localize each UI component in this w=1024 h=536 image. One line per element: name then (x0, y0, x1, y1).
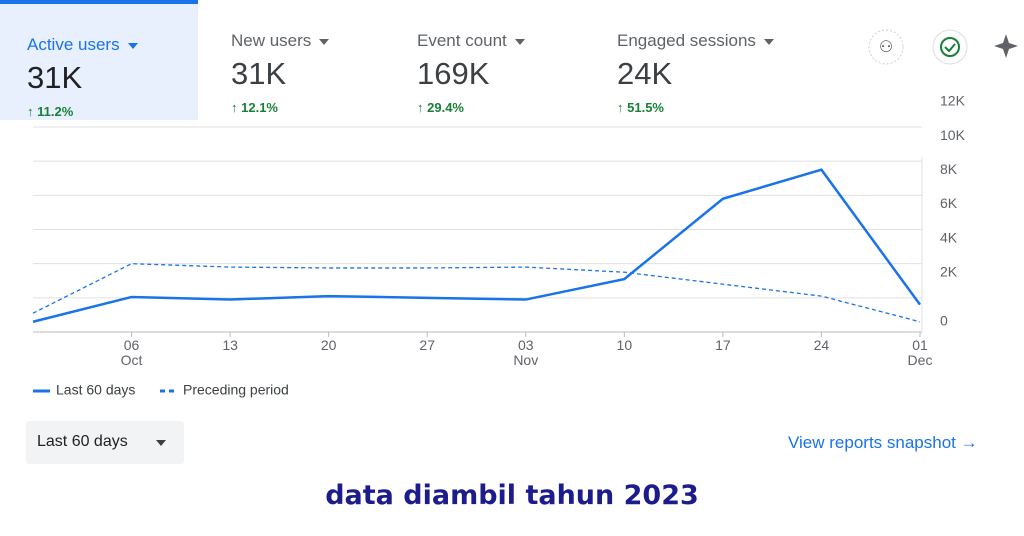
series-line (32, 168, 922, 323)
toolbar-icons: ⚇ (868, 29, 1018, 65)
check-icon[interactable] (932, 29, 968, 65)
legend-label: Preceding period (183, 382, 289, 398)
metric-label-text: Engaged sessions (617, 31, 756, 50)
metric-change: ↑ 29.4% (417, 100, 464, 115)
metric-tab[interactable]: Engaged sessions 24K ↑ 51.5% (617, 0, 817, 120)
x-tick-label: 01 Dec (908, 337, 933, 368)
x-tick-label: 10 (617, 337, 633, 353)
x-tick-label: 13 (222, 337, 238, 353)
x-tick-label: 27 (419, 337, 435, 353)
metric-value: 24K (617, 56, 673, 91)
y-tick-label: 0 (940, 313, 948, 329)
x-tick-label: 24 (814, 337, 830, 353)
metric-label: Active users (27, 35, 138, 55)
metric-tab[interactable]: New users 31K ↑ 12.1% (231, 0, 401, 120)
y-tick-label: 2K (940, 264, 958, 280)
legend-label: Last 60 days (56, 382, 135, 398)
insights-icon[interactable] (868, 29, 904, 65)
check-ring (940, 37, 960, 57)
x-tick-label: 03 Nov (513, 337, 538, 368)
metric-label: Engaged sessions (617, 31, 774, 51)
metric-change: ↑ 11.2% (27, 104, 74, 119)
metric-value: 31K (27, 60, 83, 95)
x-tick-label: 20 (321, 337, 337, 353)
metric-tab[interactable]: Active users 31K ↑ 11.2% (0, 0, 198, 120)
metric-value: 169K (417, 56, 490, 91)
sparkle-icon[interactable] (994, 34, 1018, 58)
x-tick-label: 17 (715, 337, 731, 353)
metric-change-text: 11.2% (37, 104, 74, 119)
metric-label: Event count (417, 31, 525, 51)
metric-label-text: New users (231, 31, 312, 50)
caption: data diambil tahun 2023 (325, 480, 699, 511)
button-text: Last 60 days (37, 433, 128, 450)
metric-tab[interactable]: Event count 169K ↑ 29.4% (417, 0, 597, 120)
y-tick-label: 10K (940, 127, 966, 143)
date-range-button[interactable]: Last 60 days (26, 421, 184, 464)
x-tick-label: 06 Oct (121, 337, 143, 368)
y-tick-label: 12K (940, 93, 966, 109)
icon-glyph: ⚇ (879, 39, 893, 56)
metric-change-text: 29.4% (427, 100, 464, 115)
metric-label-text: Event count (417, 31, 507, 50)
y-tick-label: 4K (940, 229, 958, 245)
check-mark (944, 43, 956, 53)
y-tick-label: 6K (940, 195, 958, 211)
metric-change-text: 12.1% (241, 100, 278, 115)
link-text: View reports snapshot (788, 433, 956, 452)
metric-change: ↑ 12.1% (231, 100, 278, 115)
metric-change: ↑ 51.5% (617, 100, 664, 115)
series-line (32, 263, 921, 323)
snapshot-link[interactable]: View reports snapshot → (788, 433, 978, 452)
metric-label-text: Active users (27, 35, 120, 54)
metric-label: New users (231, 31, 330, 51)
chart: 0 2K 4K 6K 8K 10K 12K 06 Oct 13 20 27 03 Nov 10 17 24 01 D… (32, 93, 966, 398)
metric-value: 31K (231, 56, 287, 91)
y-tick-label: 8K (940, 161, 958, 177)
metric-change-text: 51.5% (627, 100, 664, 115)
